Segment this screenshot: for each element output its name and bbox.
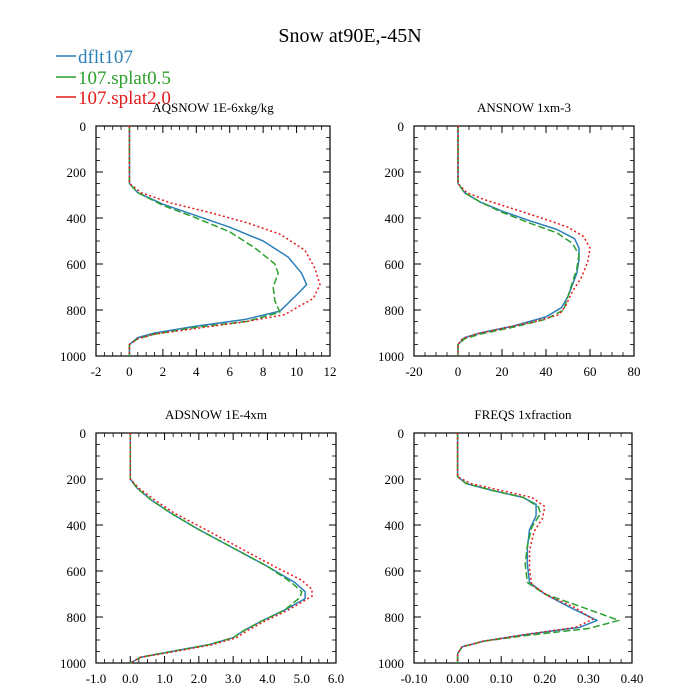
plot-frame <box>95 432 337 664</box>
x-tick-label: 6 <box>226 364 233 379</box>
panel-ansnow: ANSNOW 1xm-3-20 0 20 40 60 800200400600800100… <box>378 100 641 379</box>
series-line-107-splat2-0 <box>457 126 591 356</box>
x-tick-label: 6.0 <box>328 671 344 686</box>
series-line-107-splat2-0 <box>456 433 594 663</box>
y-tick-label: 0 <box>398 119 405 134</box>
y-tick-label: 1000 <box>378 656 404 671</box>
panel-title: ANSNOW 1xm-3 <box>477 100 571 115</box>
x-tick-label: 60 <box>584 364 597 379</box>
x-tick-label: 0.0 <box>122 671 138 686</box>
series-line-107-splat2-0 <box>129 433 313 664</box>
panel-title: ADSNOW 1E-4xm <box>165 407 267 422</box>
plot-frame <box>413 432 633 664</box>
x-tick-label: 2.0 <box>191 671 207 686</box>
x-tick-label: 1.0 <box>156 671 172 686</box>
legend-entry-3: 107.splat2.0 <box>56 88 171 109</box>
x-tick-label: -2 <box>91 364 102 379</box>
y-tick-label: 600 <box>67 564 87 579</box>
y-tick-label: 800 <box>67 610 87 625</box>
x-tick-label: 0 <box>126 364 133 379</box>
legend-label-3: 107.splat2.0 <box>78 88 171 109</box>
x-tick-label: 4 <box>193 364 200 379</box>
x-tick-label: 5.0 <box>294 671 310 686</box>
series-line-dflt107 <box>128 126 308 356</box>
x-tick-label: 0.10 <box>490 671 513 686</box>
y-tick-label: 400 <box>385 518 405 533</box>
y-tick-label: 1000 <box>378 349 404 364</box>
x-tick-label: -20 <box>405 364 422 379</box>
panel-aqsnow: AQSNOW 1E-6xkg/kg -2 0 2 4 6 8 10 12 0 200 400 600 80… <box>60 100 337 379</box>
x-tick-label: 0 <box>455 364 462 379</box>
legend-label-1: dflt107 <box>78 47 133 68</box>
panel-freqs: FREQS 1xfraction -0.10 0.00 0.10 0.20 0.30 0.4… <box>378 407 643 686</box>
plot-frame <box>413 125 635 357</box>
legend-label-2: 107.splat0.5 <box>78 68 171 89</box>
y-tick-label: 600 <box>385 257 405 272</box>
plot-frame <box>95 125 331 357</box>
x-tick-label: 0.30 <box>577 671 600 686</box>
panel-adsnow: ADSNOW 1E-4xm -1.0 0.0 1.0 2.0 3.0 4.0 5.0 6.0 0 2… <box>60 407 344 686</box>
series-line-107-splat0-5 <box>129 433 303 664</box>
y-tick-label: 0 <box>398 426 405 441</box>
y-tick-label: 1000 <box>60 349 86 364</box>
series-line-dflt107 <box>129 433 306 664</box>
y-tick-label: 800 <box>385 610 405 625</box>
x-tick-label: -0.10 <box>400 671 427 686</box>
x-tick-label: 12 <box>324 364 337 379</box>
x-tick-label: -1.0 <box>86 671 107 686</box>
y-tick-label: 400 <box>385 211 405 226</box>
y-tick-label: 600 <box>67 257 87 272</box>
x-tick-label: 3.0 <box>225 671 241 686</box>
x-tick-label: 2 <box>160 364 167 379</box>
x-tick-label: 0.40 <box>621 671 644 686</box>
y-tick-label: 0 <box>80 426 87 441</box>
x-tick-label: 0.00 <box>446 671 469 686</box>
legend: dflt107 107.splat0.5 107.splat2.0 <box>56 47 171 109</box>
x-tick-label: 80 <box>628 364 641 379</box>
x-tick-label: 40 <box>540 364 553 379</box>
series-line-107-splat0-5 <box>128 126 281 356</box>
x-tick-label: 4.0 <box>259 671 275 686</box>
series-line-107-splat2-0 <box>128 126 321 356</box>
y-tick-label: 400 <box>67 518 87 533</box>
y-tick-label: 200 <box>67 165 87 180</box>
x-tick-label: 0.20 <box>533 671 556 686</box>
series-line-dflt107 <box>457 126 580 356</box>
y-tick-label: 0 <box>80 119 87 134</box>
legend-entry-2: 107.splat0.5 <box>56 68 171 89</box>
x-tick-label: 20 <box>496 364 509 379</box>
y-tick-label: 800 <box>385 303 405 318</box>
x-tick-label: 8 <box>260 364 267 379</box>
figure-title: Snow at90E,-45N <box>278 25 421 47</box>
series-line-107-splat0-5 <box>456 433 620 663</box>
y-tick-label: 200 <box>385 165 405 180</box>
panel-title: AQSNOW 1E-6xkg/kg <box>152 100 274 115</box>
x-tick-label: 10 <box>290 364 303 379</box>
y-tick-label: 200 <box>385 472 405 487</box>
series-line-107-splat0-5 <box>457 126 580 356</box>
y-tick-label: 600 <box>385 564 405 579</box>
y-tick-label: 800 <box>67 303 87 318</box>
y-tick-label: 200 <box>67 472 87 487</box>
panel-title: FREQS 1xfraction <box>474 407 572 422</box>
y-tick-label: 400 <box>67 211 87 226</box>
y-tick-label: 1000 <box>60 656 86 671</box>
legend-entry-1: dflt107 <box>56 47 133 68</box>
